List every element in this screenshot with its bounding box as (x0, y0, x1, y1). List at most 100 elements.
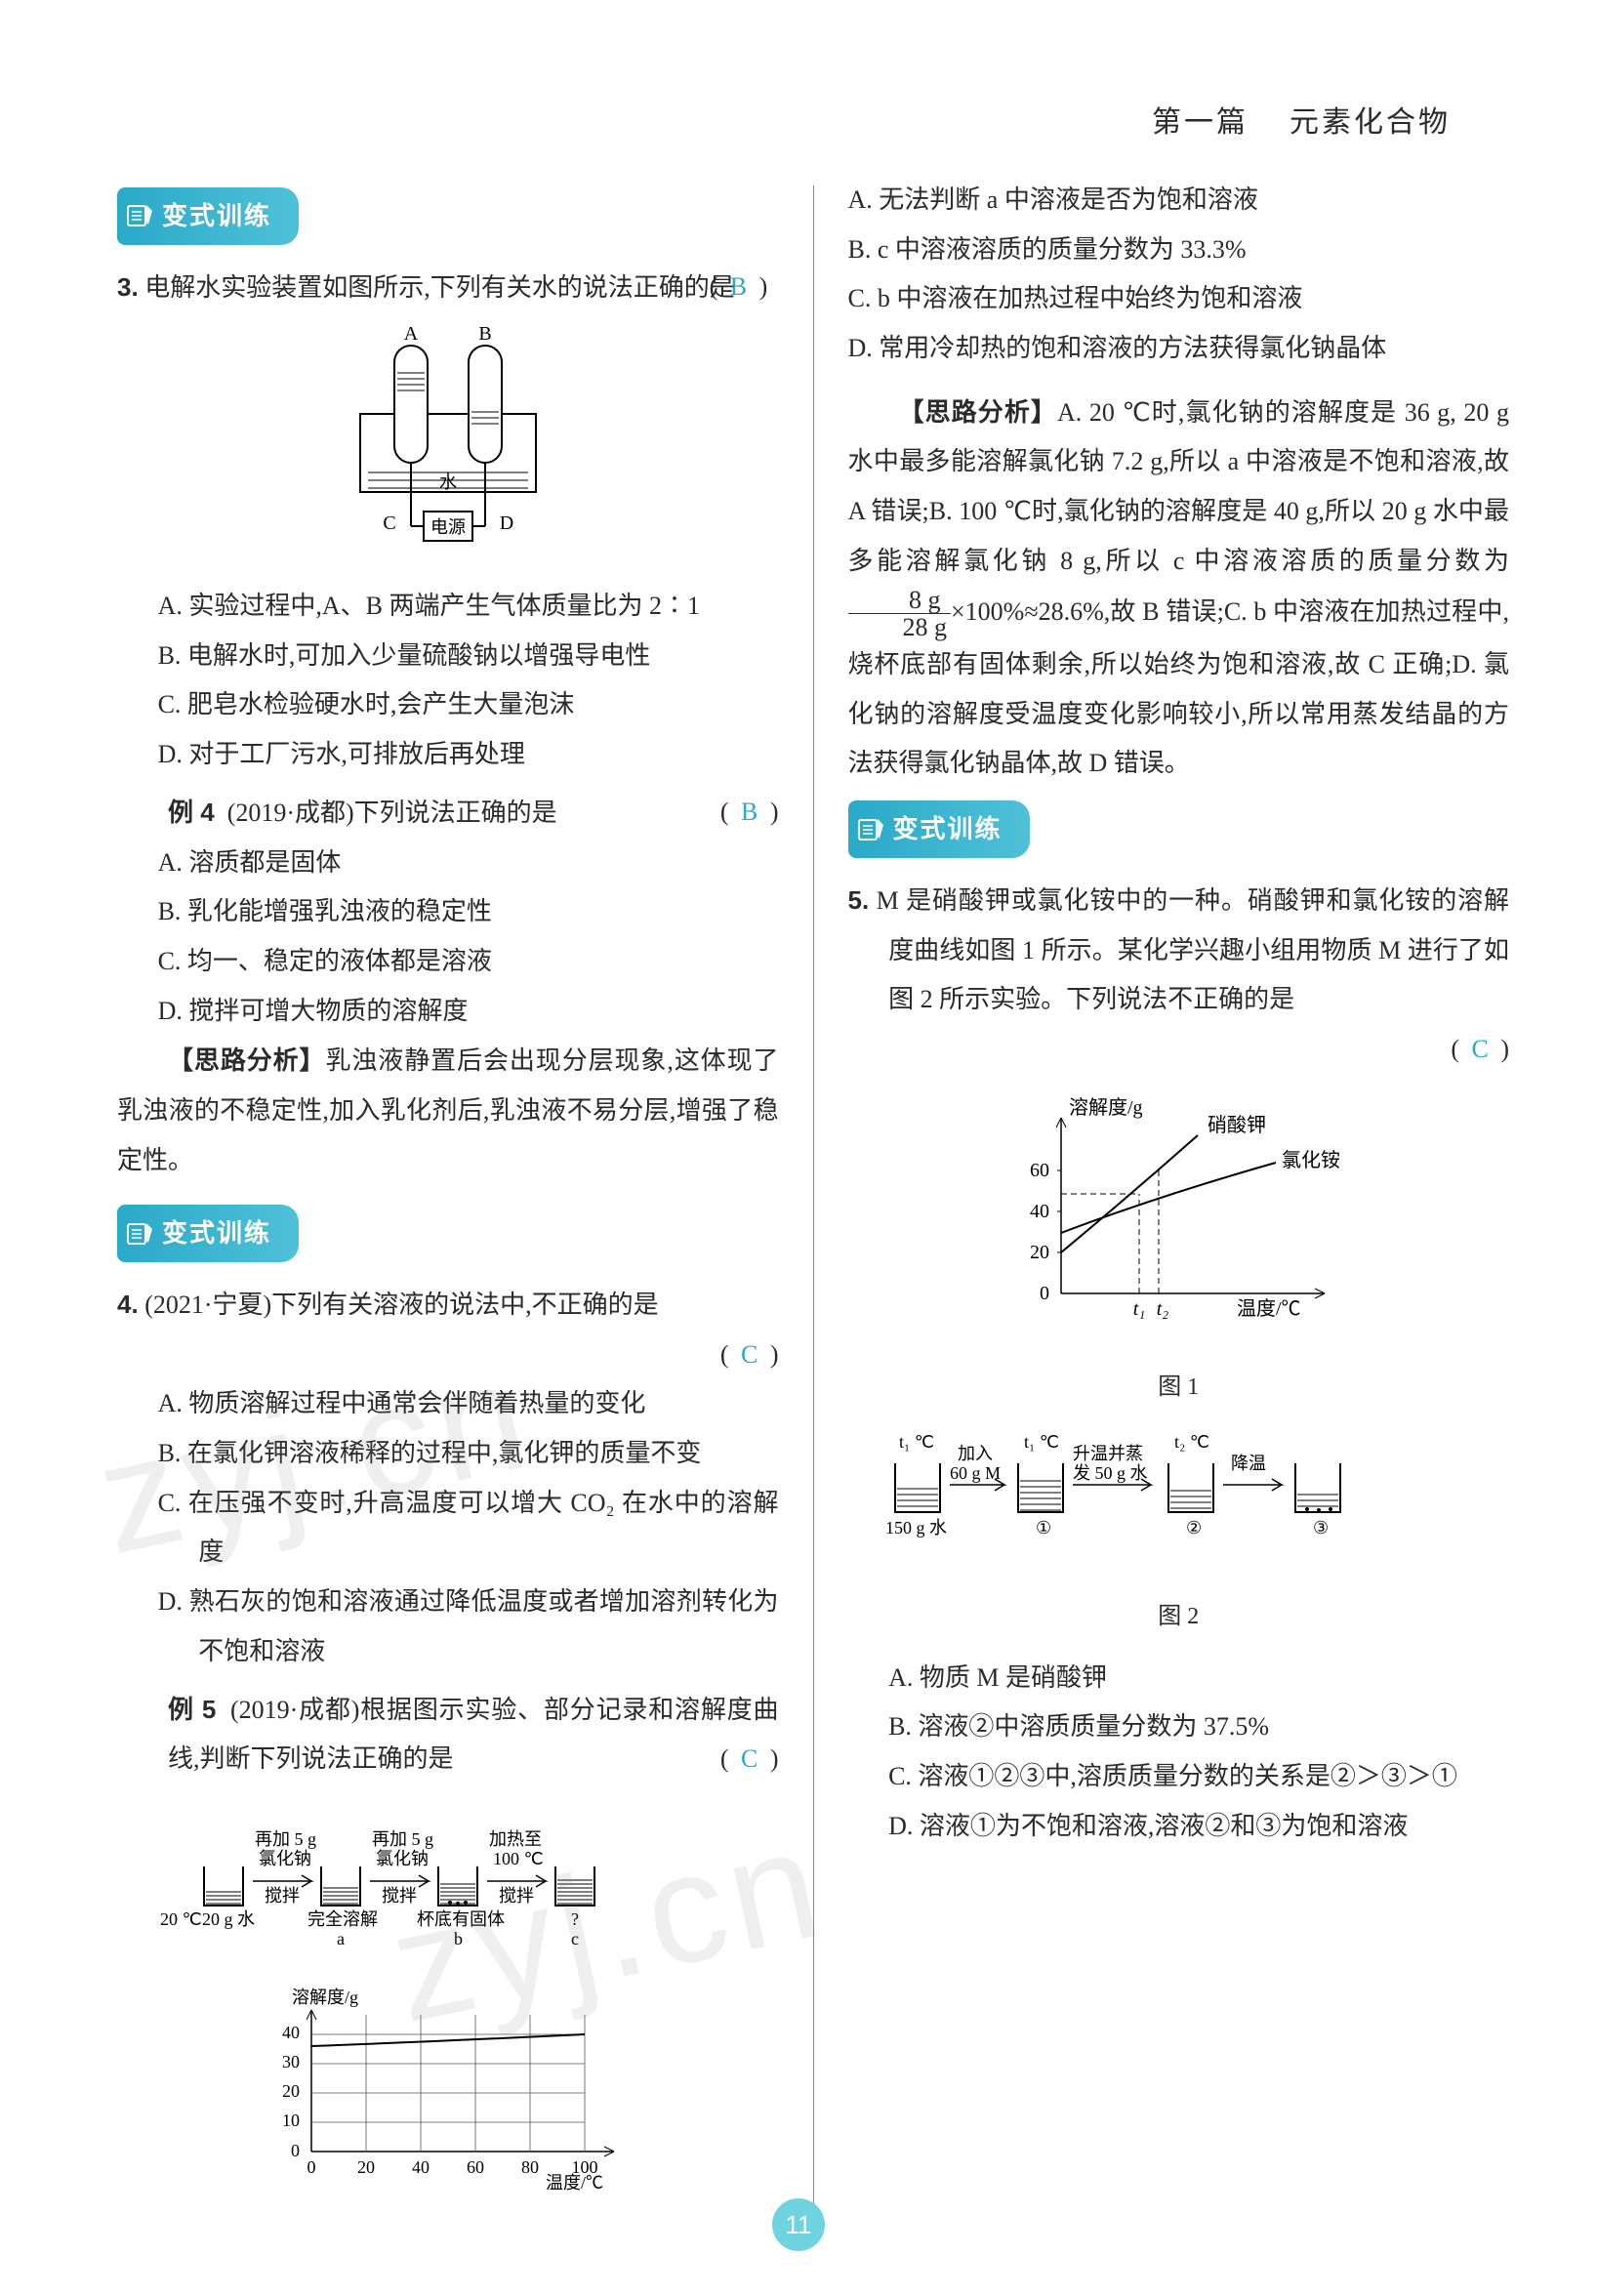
svg-text:溶解度/g: 溶解度/g (1069, 1096, 1143, 1119)
ex4-answer-paren: ( B ) (720, 788, 779, 838)
ex4-label: 例 4 (168, 798, 215, 827)
svg-text:t₂: t₂ (1157, 1298, 1169, 1320)
svg-text:氯化钠: 氯化钠 (376, 1849, 429, 1868)
ex5-answer-paren: ( C ) (720, 1735, 779, 1784)
q5-num: 5. (848, 885, 870, 915)
svg-text:20: 20 (1030, 1242, 1049, 1263)
ex5-answer: C (735, 1744, 763, 1773)
q4-num: 4. (117, 1290, 139, 1319)
svg-text:温度/℃: 温度/℃ (546, 2173, 603, 2191)
svg-text:40: 40 (282, 2023, 300, 2042)
svg-text:C: C (383, 512, 395, 534)
q4-opt-a: A. 物质溶解过程中通常会伴随着热量的变化 (117, 1379, 779, 1429)
q3-stem: 3. 电解水实验装置如图所示,下列有关水的说法正确的是 ( B ) (117, 263, 779, 313)
q3-opt-a: A. 实验过程中,A、B 两端产生气体质量比为 2∶1 (117, 582, 779, 632)
left-column: 变式训练 3. 电解水实验装置如图所示,下列有关水的说法正确的是 ( B ) (117, 176, 779, 2221)
example-5: 例 5 (2019·成都)根据图示实验、部分记录和溶解度曲线,判断下列说法正确的… (117, 1685, 779, 2208)
svg-text:搅拌: 搅拌 (265, 1886, 300, 1906)
svg-text:升温并蒸: 升温并蒸 (1073, 1444, 1143, 1463)
q5-answer: C (1465, 1035, 1494, 1063)
q4-opt-d: D. 熟石灰的饱和溶液通过降低温度或者增加溶剂转化为不饱和溶液 (117, 1578, 779, 1676)
q3-num: 3. (117, 272, 139, 302)
notebook-icon (858, 817, 885, 842)
ex5-opt-a: A. 无法判断 a 中溶液是否为饱和溶液 (848, 176, 1510, 226)
ex4-opt-b: B. 乳化能增强乳浊液的稳定性 (117, 887, 779, 937)
svg-text:b: b (454, 1929, 463, 1948)
question-4: 4. (2021·宁夏)下列有关溶液的说法中,不正确的是 ( C ) A. 物质… (117, 1280, 779, 1677)
svg-text:0: 0 (307, 2157, 315, 2177)
svg-text:B: B (478, 326, 491, 345)
q4-stem: 4. (2021·宁夏)下列有关溶液的说法中,不正确的是 (117, 1280, 779, 1331)
q5-stem: 5. M 是硝酸钾或氯化铵中的一种。硝酸钾和氯化铵的溶解度曲线如图 1 所示。某… (848, 876, 1510, 1025)
svg-text:水: 水 (439, 472, 457, 492)
svg-text:20: 20 (282, 2081, 300, 2101)
variant-badge: 变式训练 (117, 1205, 299, 1262)
svg-text:100 ℃: 100 ℃ (493, 1849, 544, 1868)
ex5-opt-d: D. 常用冷却热的饱和溶液的方法获得氯化钠晶体 (848, 324, 1510, 374)
ex4-answer: B (735, 798, 763, 826)
svg-text:②: ② (1186, 1518, 1202, 1538)
q5-chart-1: 溶解度/g 0 20 40 60 t₁ t₂ 温度/℃ (848, 1088, 1510, 1411)
question-3: 3. 电解水实验装置如图所示,下列有关水的说法正确的是 ( B ) (117, 263, 779, 780)
ex5-opt-b: B. c 中溶液溶质的质量分数为 33.3% (848, 226, 1510, 275)
q5-opt-a: A. 物质 M 是硝酸钾 (848, 1654, 1510, 1703)
svg-text:发 50 g 水: 发 50 g 水 (1073, 1463, 1148, 1483)
notebook-icon (127, 1221, 154, 1247)
chapter-label: 第一篇 (1152, 106, 1249, 139)
svg-text:氯化钠: 氯化钠 (259, 1849, 311, 1868)
svg-text:60: 60 (467, 2157, 484, 2177)
svg-text:20: 20 (357, 2157, 375, 2177)
svg-text:加入: 加入 (958, 1444, 993, 1463)
svg-text:40: 40 (412, 2157, 430, 2177)
svg-text:再加 5 g: 再加 5 g (255, 1829, 316, 1849)
svg-text:t₁: t₁ (1133, 1298, 1146, 1320)
svg-text:t₁ ℃: t₁ ℃ (1024, 1432, 1059, 1452)
badge-label: 变式训练 (162, 1209, 271, 1258)
svg-text:溶解度/g: 溶解度/g (292, 1988, 358, 2007)
svg-text:杯底有固体: 杯底有固体 (417, 1909, 505, 1929)
svg-text:降温: 降温 (1231, 1454, 1266, 1473)
q4-answer: C (735, 1340, 763, 1369)
svg-text:20 ℃: 20 ℃ (160, 1909, 202, 1929)
svg-text:0: 0 (1040, 1283, 1049, 1304)
svg-text:硝酸钾: 硝酸钾 (1208, 1114, 1266, 1136)
q3-opt-c: C. 肥皂水检验硬水时,会产生大量泡沫 (117, 680, 779, 730)
q4-answer-paren: ( C ) (117, 1331, 779, 1380)
page-number: 11 (772, 2198, 825, 2251)
svg-text:0: 0 (291, 2141, 300, 2160)
q5-answer-paren: ( C ) (848, 1025, 1510, 1075)
svg-text:60: 60 (1030, 1160, 1049, 1181)
q5-opt-c: C. 溶液①②③中,溶质质量分数的关系是②＞③＞① (848, 1752, 1510, 1802)
svg-text:10: 10 (282, 2111, 300, 2130)
q3-answer-paren: ( B ) (750, 263, 778, 312)
chapter-title: 元素化合物 (1290, 106, 1451, 139)
svg-text:温度/℃: 温度/℃ (1237, 1297, 1301, 1320)
svg-text:D: D (500, 512, 513, 534)
q5-flow-diagram: t₁ ℃ 150 g 水 加入 60 g M t₁ ℃ ① 升温并蒸 发 50 … (848, 1424, 1510, 1639)
two-column-layout: 变式训练 3. 电解水实验装置如图所示,下列有关水的说法正确的是 ( B ) (117, 176, 1509, 2221)
svg-text:搅拌: 搅拌 (382, 1886, 417, 1906)
question-5: 5. M 是硝酸钾或氯化铵中的一种。硝酸钾和氯化铵的溶解度曲线如图 1 所示。某… (848, 876, 1510, 1851)
svg-text:t₂ ℃: t₂ ℃ (1174, 1432, 1209, 1452)
svg-text:20 g 水: 20 g 水 (202, 1909, 255, 1929)
notebook-icon (127, 203, 154, 228)
svg-text:80: 80 (521, 2157, 539, 2177)
svg-text:?: ? (571, 1909, 579, 1929)
badge-label: 变式训练 (162, 191, 271, 241)
svg-text:t₁ ℃: t₁ ℃ (899, 1432, 934, 1452)
ex5-analysis: 【思路分析】A. 20 ℃时,氯化钠的溶解度是 36 g, 20 g 水中最多能… (848, 388, 1510, 789)
svg-text:①: ① (1036, 1518, 1051, 1538)
svg-text:30: 30 (282, 2052, 300, 2071)
column-divider (813, 185, 814, 2221)
electrolysis-diagram: A B C D 水 电源 (117, 326, 779, 568)
ex5-opt-c: C. b 中溶液在加热过程中始终为饱和溶液 (848, 274, 1510, 324)
svg-text:③: ③ (1313, 1518, 1329, 1538)
beaker-icon (204, 1866, 243, 1906)
ex5-stem: 例 5 (2019·成都)根据图示实验、部分记录和溶解度曲线,判断下列说法正确的… (117, 1685, 779, 1784)
fig1-caption: 图 1 (848, 1365, 1510, 1411)
ex4-opt-d: D. 搅拌可增大物质的溶解度 (117, 987, 779, 1037)
q5-opt-b: B. 溶液②中溶质质量分数为 37.5% (848, 1702, 1510, 1752)
ex5-solubility-chart: 溶解度/g 0 10 20 30 40 0 (117, 1986, 779, 2208)
svg-text:150 g 水: 150 g 水 (885, 1518, 947, 1538)
variant-badge: 变式训练 (848, 800, 1030, 858)
